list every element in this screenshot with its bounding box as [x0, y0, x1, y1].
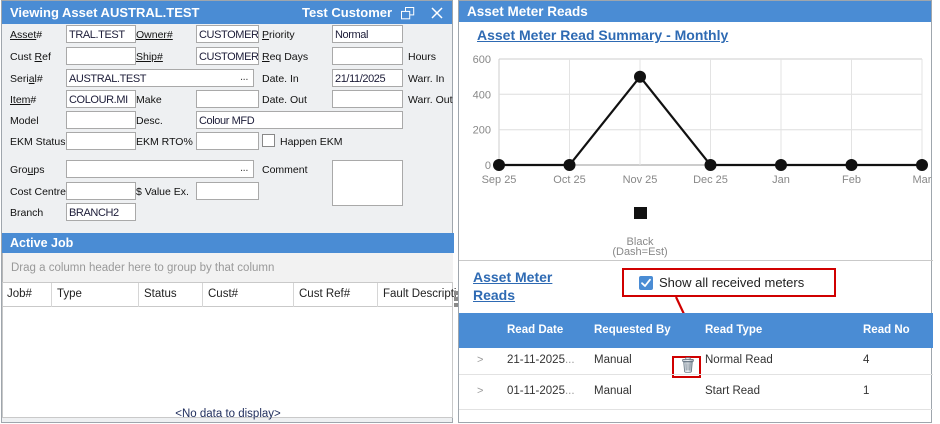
svg-text:400: 400	[473, 89, 491, 101]
svg-text:200: 200	[473, 125, 491, 137]
svg-text:Feb: Feb	[842, 174, 861, 186]
svg-text:Dec 25: Dec 25	[693, 174, 728, 186]
svg-text:0: 0	[485, 160, 491, 172]
svg-text:Sep 25: Sep 25	[482, 174, 517, 186]
svg-text:Oct 25: Oct 25	[553, 174, 585, 186]
svg-text:600: 600	[473, 54, 491, 66]
svg-text:Mar: Mar	[913, 174, 932, 186]
svg-text:Nov 25: Nov 25	[623, 174, 658, 186]
svg-text:Jan: Jan	[772, 174, 790, 186]
